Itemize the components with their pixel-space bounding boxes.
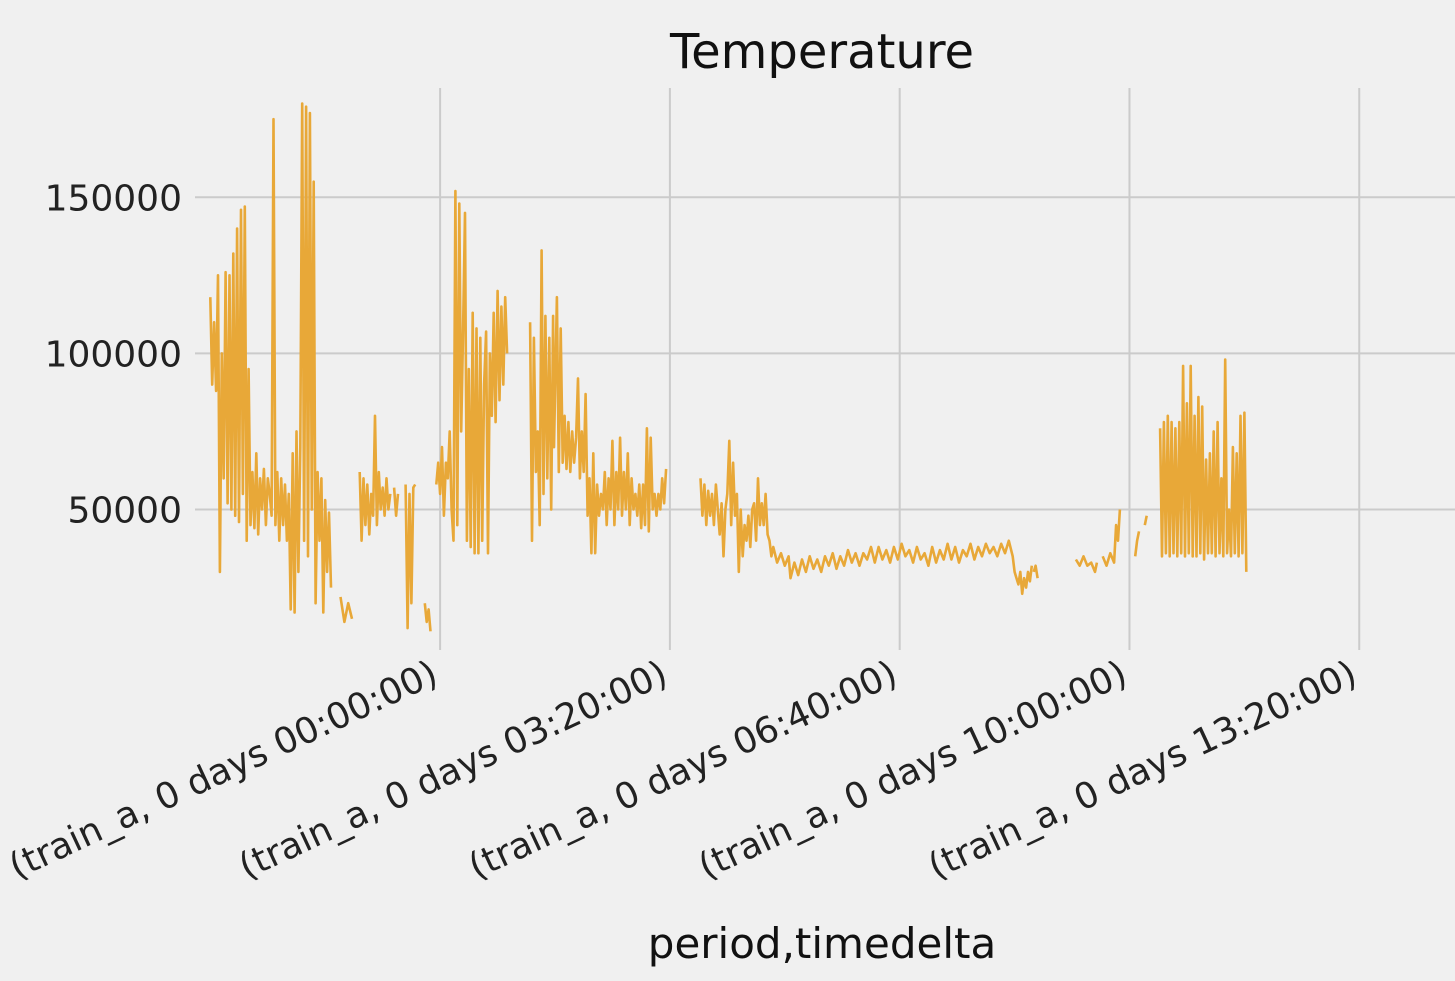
series-0-segment-9 — [1032, 564, 1039, 579]
y-axis-ticks: 50000 100000 150000 — [45, 178, 182, 531]
series-0-segment-13 — [1143, 515, 1148, 526]
y-tick-label-2: 150000 — [45, 178, 182, 219]
x-axis-label: period,timedelta — [648, 919, 996, 968]
series-0-segment-3 — [392, 487, 400, 517]
series-0-segment-8 — [699, 439, 1034, 596]
series-0-segment-4 — [404, 483, 417, 630]
y-tick-label-1: 100000 — [45, 334, 182, 375]
series-0-segment-10 — [1074, 555, 1099, 574]
series-0-segment-7 — [528, 249, 668, 555]
data-series — [209, 102, 1248, 632]
series-0-segment-12 — [1133, 531, 1141, 557]
chart-title: Temperature — [669, 24, 974, 80]
series-0-segment-5 — [423, 603, 432, 632]
series-0-segment-1 — [339, 596, 354, 624]
series-0-segment-0 — [209, 102, 333, 614]
series-0-segment-14 — [1158, 358, 1248, 572]
y-tick-label-0: 50000 — [67, 491, 182, 532]
series-0-segment-6 — [435, 189, 509, 555]
series-0-segment-11 — [1101, 509, 1122, 567]
series-0-segment-2 — [358, 414, 392, 542]
